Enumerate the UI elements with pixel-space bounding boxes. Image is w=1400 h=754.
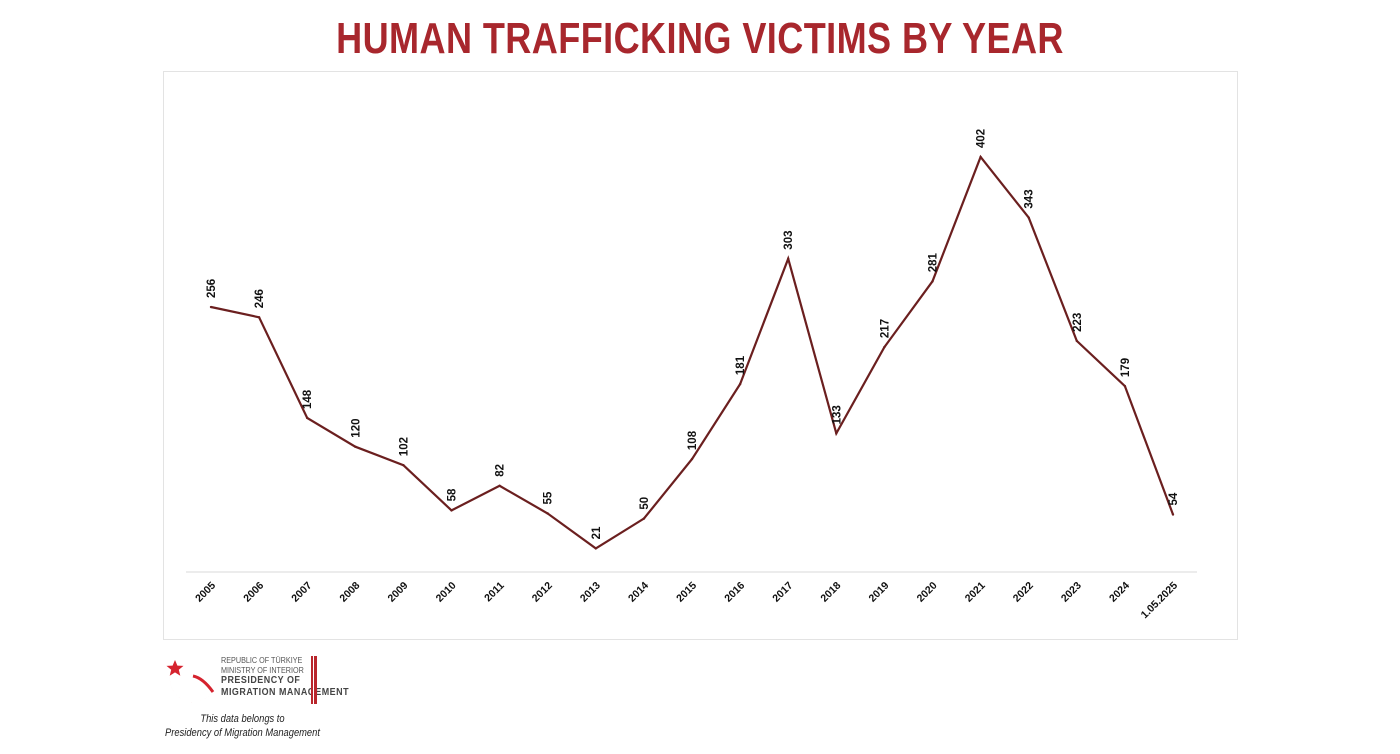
data-point <box>1171 513 1175 516</box>
x-tick-label: 2023 <box>1059 580 1084 605</box>
data-label: 58 <box>447 488 459 501</box>
x-tick-label: 2016 <box>722 580 747 605</box>
footnote-line-2: Presidency of Migration Management <box>165 727 320 739</box>
data-point <box>787 257 790 260</box>
x-tick-label: 2008 <box>337 580 362 605</box>
chart-area: 256 246 148 120 102 58 82 55 21 50 108 181 303 133 217… <box>163 71 1238 640</box>
data-label: 343 <box>1024 189 1036 208</box>
data-point <box>1027 216 1030 219</box>
x-tick-label: 2024 <box>1107 580 1132 605</box>
data-point <box>594 547 597 550</box>
ministry-logo: REPUBLIC OF TÜRKIYE MINISTRY OF INTERIOR… <box>163 652 349 708</box>
data-point <box>690 457 694 461</box>
data-point <box>498 484 501 487</box>
logo-line-3: PRESIDENCY OF <box>221 674 301 686</box>
logo-line-4: MIGRATION MANAGEMENT <box>221 685 350 698</box>
data-label: 55 <box>543 491 555 504</box>
data-label: 246 <box>254 289 266 308</box>
x-tick-label: 2007 <box>289 580 314 605</box>
data-point <box>402 464 405 467</box>
data-point <box>546 512 549 515</box>
x-tick-label: 2006 <box>241 580 266 605</box>
data-point <box>209 305 213 309</box>
x-tick-label: 2019 <box>867 580 892 605</box>
x-tick-label: 2011 <box>482 580 507 605</box>
logo-line-2: MINISTRY OF INTERIOR <box>221 665 304 675</box>
data-label: 21 <box>591 526 603 539</box>
data-label: 102 <box>398 437 410 456</box>
data-label: 181 <box>735 355 747 375</box>
crescent-star-icon <box>166 660 215 703</box>
data-label: 179 <box>1120 358 1132 377</box>
data-point <box>1075 339 1078 343</box>
logo-bar <box>311 656 317 704</box>
data-label: 217 <box>879 319 891 338</box>
footnote-line-1: This data belongs to <box>200 713 285 725</box>
x-tick-label: 2021 <box>963 580 988 605</box>
series-line <box>210 154 1175 550</box>
data-point <box>738 382 742 386</box>
x-tick-label: 1.05.2025 <box>1139 580 1181 622</box>
x-tick-label: 2022 <box>1011 580 1036 605</box>
data-point <box>354 445 357 448</box>
data-label: 223 <box>1072 313 1084 332</box>
data-point <box>306 416 309 420</box>
logo-line-1: REPUBLIC OF TÜRKIYE <box>221 655 303 665</box>
data-label: 108 <box>687 430 699 450</box>
data-label: 256 <box>206 279 218 298</box>
x-tick-label: 2010 <box>434 580 459 605</box>
data-point <box>931 280 934 283</box>
data-label: 54 <box>1168 492 1180 505</box>
data-label: 281 <box>928 253 940 273</box>
logo-text: REPUBLIC OF TÜRKIYE MINISTRY OF INTERIOR… <box>221 655 349 698</box>
data-source-note: This data belongs to Presidency of Migra… <box>164 712 321 740</box>
data-label: 120 <box>350 419 362 438</box>
x-tick-label: 2014 <box>626 580 651 605</box>
x-tick-label: 2020 <box>915 580 940 605</box>
line-chart: 256 246 148 120 102 58 82 55 21 50 108 181 303 133 217… <box>186 129 1197 622</box>
x-tick-label: 2012 <box>530 580 555 605</box>
chart-title: HUMAN TRAFFICKING VICTIMS BY YEAR <box>336 14 1064 63</box>
x-tick-label: 2005 <box>193 580 218 605</box>
data-point <box>1123 384 1127 388</box>
x-tick-label: 2015 <box>674 580 699 605</box>
data-label: 133 <box>831 405 843 424</box>
x-tick-label: 2009 <box>386 580 411 605</box>
data-point <box>979 155 982 159</box>
data-point <box>883 345 886 349</box>
data-point <box>835 432 838 435</box>
data-label: 50 <box>639 497 651 510</box>
x-tick-label: 2018 <box>818 580 843 605</box>
x-tick-label: 2013 <box>578 580 603 605</box>
data-label: 303 <box>783 231 795 250</box>
data-point <box>257 316 261 319</box>
data-point <box>450 509 453 512</box>
data-label: 148 <box>302 389 314 409</box>
data-point <box>642 517 646 520</box>
x-tick-label: 2017 <box>770 580 795 605</box>
data-label: 82 <box>495 464 507 477</box>
data-label: 402 <box>976 129 988 148</box>
